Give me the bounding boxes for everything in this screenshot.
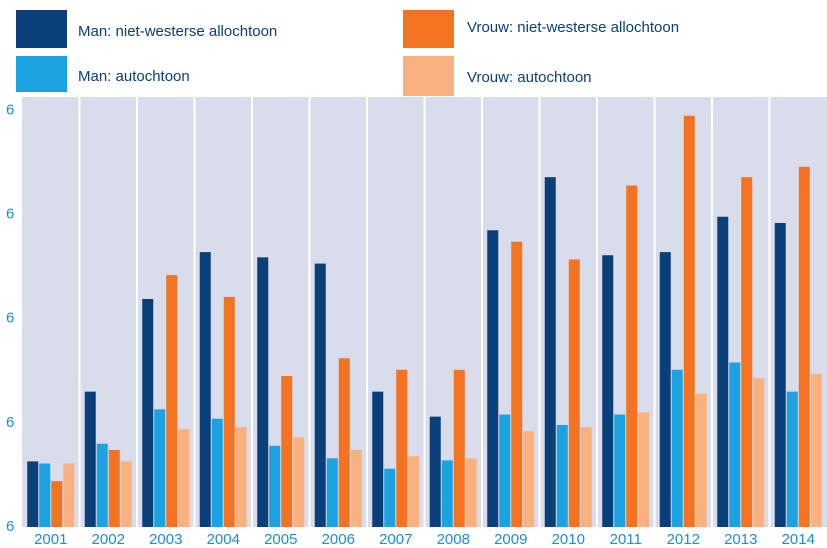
bar: [671, 369, 683, 527]
bar: [741, 177, 753, 527]
bar: [487, 230, 499, 527]
bar: [568, 259, 580, 527]
bar: [810, 373, 822, 527]
bar: [798, 166, 810, 527]
bar: [211, 418, 223, 527]
bar: [544, 177, 556, 527]
bar: [659, 252, 671, 527]
x-tick-label: 2006: [322, 531, 355, 548]
x-tick-label: 2009: [494, 531, 527, 548]
bar: [626, 185, 638, 528]
bar: [465, 458, 477, 527]
bar: [166, 275, 178, 527]
legend-swatch: [403, 10, 454, 48]
bar: [523, 431, 535, 527]
bar: [774, 222, 786, 527]
x-tick-label: 2002: [92, 531, 125, 548]
bar: [396, 369, 408, 527]
x-tick-label: 2013: [724, 531, 757, 548]
x-tick-label: 2011: [610, 531, 642, 548]
x-tick-label: 2005: [264, 531, 297, 548]
legend-swatch: [16, 56, 67, 92]
bar: [281, 376, 293, 527]
legend-label: Man: niet-westerse allochtoon: [78, 23, 277, 40]
y-tick-label: 6: [6, 102, 14, 119]
bar: [51, 481, 63, 527]
bar: [408, 456, 420, 527]
bar: [269, 445, 281, 527]
bar: [429, 416, 441, 527]
legend-label: Vrouw: niet-westerse allochtoon: [467, 19, 679, 36]
bar: [638, 412, 650, 527]
legend-swatch: [403, 56, 454, 96]
bar: [729, 362, 741, 527]
x-tick-label: 2004: [207, 531, 240, 548]
x-tick-label: 2008: [437, 531, 470, 548]
bar: [338, 358, 350, 527]
bar: [257, 257, 269, 527]
bar: [84, 391, 96, 527]
bar: [326, 458, 338, 527]
bar: [142, 298, 154, 527]
bar: [499, 414, 511, 527]
bar: [223, 296, 235, 527]
bar: [63, 463, 75, 527]
bar: [350, 449, 362, 527]
x-tick-label: 2003: [149, 531, 182, 548]
bar: [717, 216, 729, 528]
bar: [753, 378, 765, 527]
legend-label: Man: autochtoon: [78, 68, 190, 85]
bar: [120, 461, 132, 527]
bar: [39, 463, 51, 527]
bar: [96, 443, 108, 527]
bar: [154, 409, 166, 527]
x-tick-label: 2001: [34, 531, 67, 548]
bar: [314, 263, 326, 527]
bar: [199, 252, 211, 527]
x-tick-label: 2014: [782, 531, 815, 548]
bar: [453, 369, 465, 527]
bar: [511, 241, 523, 527]
y-tick-label: 6: [6, 414, 14, 431]
bar: [556, 424, 568, 527]
bar: [580, 427, 592, 527]
bar: [384, 468, 396, 527]
bar: [602, 255, 614, 527]
x-tick-label: 2012: [667, 531, 700, 548]
y-tick-label: 6: [6, 518, 14, 535]
bar: [27, 461, 39, 527]
bar: [695, 393, 707, 527]
bar: [786, 391, 798, 527]
legend-swatch: [16, 10, 67, 48]
x-tick-label: 2007: [379, 531, 412, 548]
bar: [441, 460, 453, 527]
bar: [372, 391, 384, 527]
bar: [293, 437, 305, 527]
x-tick-label: 2010: [552, 531, 585, 548]
y-tick-label: 6: [6, 206, 14, 223]
bar: [108, 449, 120, 527]
bar: [235, 427, 247, 527]
y-tick-label: 6: [6, 310, 14, 327]
bar: [178, 429, 190, 527]
bar: [614, 414, 626, 527]
bar: [683, 115, 695, 528]
legend-label: Vrouw: autochtoon: [467, 69, 592, 86]
